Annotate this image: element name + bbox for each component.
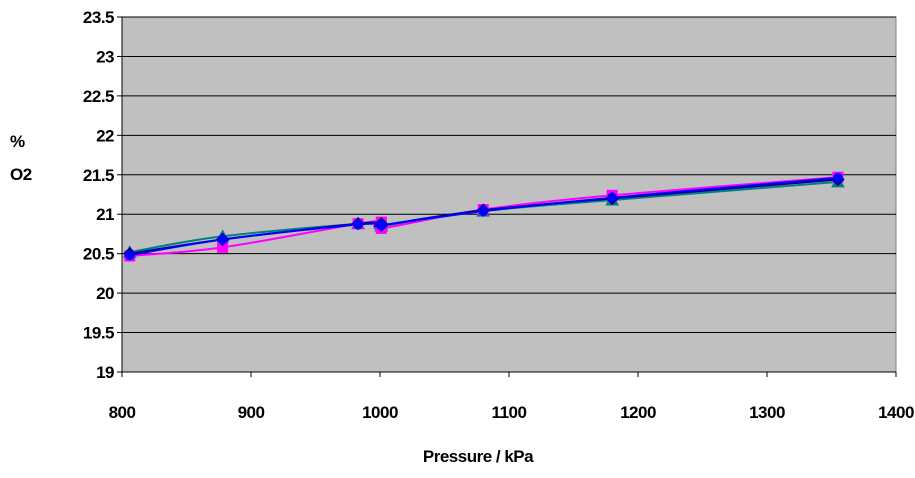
y-tick-label: 22 bbox=[96, 126, 114, 145]
plot-area bbox=[121, 16, 897, 373]
x-axis-title: Pressure / kPa bbox=[423, 447, 534, 466]
data-point-s3 bbox=[376, 220, 387, 231]
y-tick-label: 23 bbox=[96, 47, 114, 66]
y-tick-label: 21.5 bbox=[83, 166, 114, 185]
y-tick-label: 21 bbox=[96, 205, 114, 224]
y-axis-title-line1: % bbox=[10, 132, 25, 151]
data-point-s3 bbox=[607, 192, 618, 203]
x-tick-label: 1100 bbox=[492, 403, 527, 422]
y-tick-label: 19.5 bbox=[83, 324, 114, 343]
data-point-s3 bbox=[124, 250, 135, 261]
x-tick-label: 800 bbox=[109, 403, 136, 422]
y-tick-label: 20.5 bbox=[83, 245, 114, 264]
x-tick-label: 900 bbox=[238, 403, 265, 422]
y-axis-title-line2: O2 bbox=[10, 165, 32, 184]
gridlines bbox=[122, 16, 896, 373]
x-tick-label: 1000 bbox=[362, 403, 398, 422]
data-point-s3 bbox=[353, 219, 364, 230]
y-tick-label: 20 bbox=[96, 284, 114, 303]
x-tick-label: 1300 bbox=[749, 403, 785, 422]
x-tick-label: 1400 bbox=[878, 403, 914, 422]
data-point-s3 bbox=[217, 234, 228, 245]
data-point-s3 bbox=[478, 206, 489, 217]
y-tick-label: 22.5 bbox=[83, 87, 114, 106]
data-point-s3 bbox=[832, 172, 843, 183]
y-tick-label: 19 bbox=[96, 363, 114, 382]
y-tick-label: 23.5 bbox=[83, 8, 114, 27]
axes: 19 19.5 20 20.5 21 21.5 22 22.5 23 23.5 800 900 1000… bbox=[83, 8, 915, 422]
data-markers bbox=[122, 171, 845, 262]
x-tick-label: 1200 bbox=[620, 403, 656, 422]
